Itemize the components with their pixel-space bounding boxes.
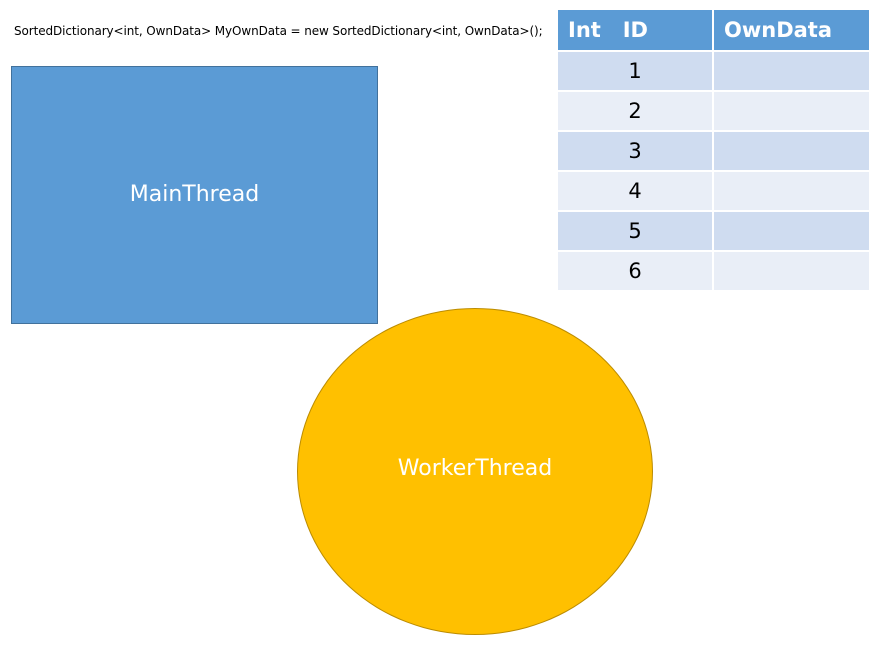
id-cell: 2 — [556, 90, 714, 132]
table-row: 4 — [556, 170, 871, 212]
id-cell: 4 — [556, 170, 714, 212]
owndata-cell — [712, 90, 871, 132]
id-cell: 6 — [556, 250, 714, 292]
main-thread-box: MainThread — [11, 66, 378, 324]
owndata-cell — [712, 250, 871, 292]
owndata-cell — [712, 130, 871, 172]
owndata-cell — [712, 210, 871, 252]
worker-thread-ellipse: WorkerThread — [297, 308, 653, 635]
header-int-id: Int ID — [556, 8, 714, 52]
table-header-row: Int ID OwnData — [556, 8, 871, 52]
code-declaration: SortedDictionary<int, OwnData> MyOwnData… — [14, 24, 543, 38]
table-row: 6 — [556, 250, 871, 292]
header-owndata: OwnData — [712, 8, 871, 52]
table-row: 3 — [556, 130, 871, 172]
table-row: 2 — [556, 90, 871, 132]
id-cell: 1 — [556, 50, 714, 92]
main-thread-label: MainThread — [129, 181, 260, 207]
id-cell: 5 — [556, 210, 714, 252]
owndata-cell — [712, 170, 871, 212]
dictionary-table: Int ID OwnData 1 2 3 4 5 6 — [556, 8, 871, 292]
worker-thread-label: WorkerThread — [397, 456, 553, 481]
table-row: 1 — [556, 50, 871, 92]
table-row: 5 — [556, 210, 871, 252]
id-cell: 3 — [556, 130, 714, 172]
owndata-cell — [712, 50, 871, 92]
